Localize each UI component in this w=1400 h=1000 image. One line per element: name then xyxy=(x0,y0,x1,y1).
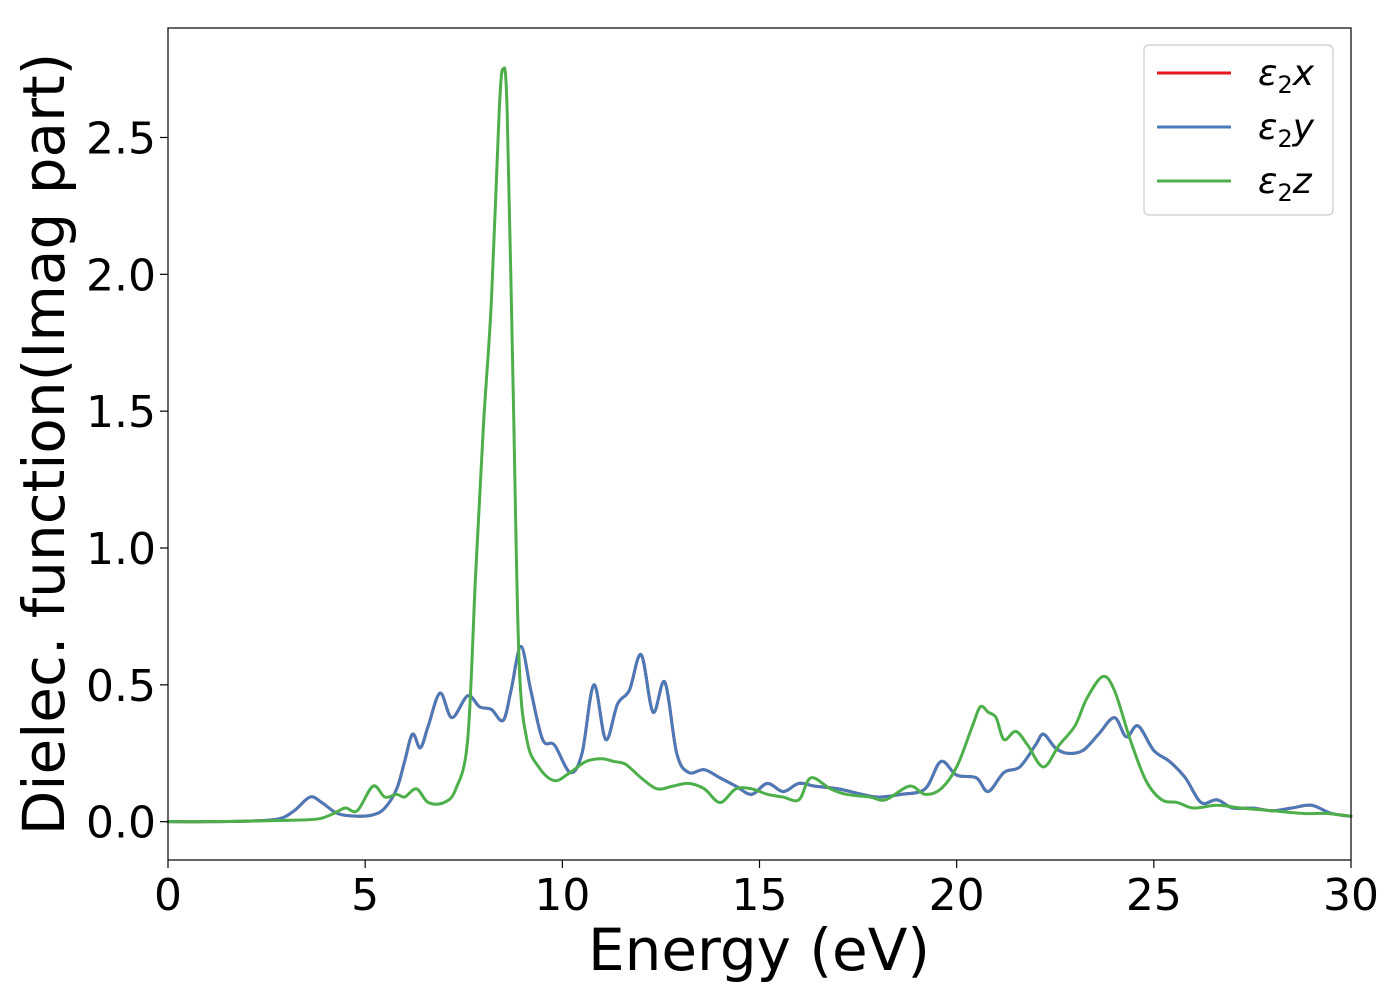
legend-label-z: ε2z xyxy=(1258,161,1313,207)
legend: ε2x ε2y ε2z xyxy=(1143,44,1334,216)
y-tick-label: 0.5 xyxy=(86,661,156,712)
x-tick-label: 25 xyxy=(1126,870,1182,921)
y-tick-label: 2.5 xyxy=(86,113,156,164)
x-tick-label: 20 xyxy=(929,870,985,921)
x-tick-label: 15 xyxy=(732,870,788,921)
y-tick-label: 1.0 xyxy=(86,524,156,575)
legend-label-y: ε2y xyxy=(1258,107,1315,153)
y-tick-label: 0.0 xyxy=(86,798,156,849)
x-tick-label: 5 xyxy=(351,870,379,921)
x-tick-label: 0 xyxy=(154,870,182,921)
x-tick-label: 30 xyxy=(1323,870,1379,921)
series-line-y xyxy=(166,645,1353,824)
y-tick-label: 2.0 xyxy=(86,250,156,301)
y-axis-label: Dielec. function(Imag part) xyxy=(10,53,78,836)
legend-label-x: ε2x xyxy=(1258,53,1315,99)
x-axis-label: Energy (eV) xyxy=(588,916,930,984)
legend-box xyxy=(1143,44,1334,216)
series-layer xyxy=(166,66,1353,824)
x-tick-label: 10 xyxy=(534,870,590,921)
y-axis: 0.0 0.5 1.0 1.5 2.0 2.5 xyxy=(86,113,168,849)
x-axis: 0 5 10 15 20 25 30 xyxy=(154,860,1379,921)
series-line-z xyxy=(166,66,1353,824)
y-tick-label: 1.5 xyxy=(86,387,156,438)
